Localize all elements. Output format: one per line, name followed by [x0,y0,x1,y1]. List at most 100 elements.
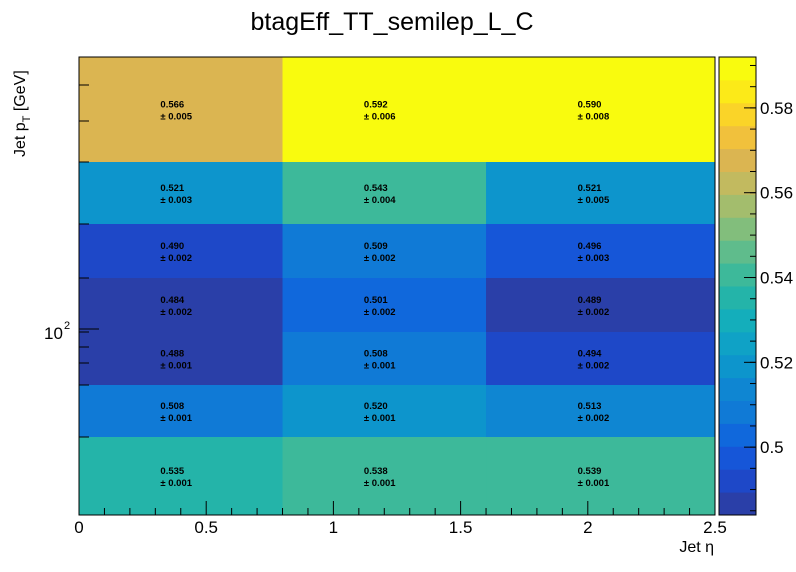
colorbar-swatch [719,57,756,81]
colorbar-swatch [719,492,756,516]
x-tick-label: 2 [583,518,592,537]
cell-error-label: ± 0.008 [578,112,610,123]
colorbar-swatch [719,217,756,241]
x-tick-label: 2.5 [703,518,727,537]
x-tick-label: 1.5 [449,518,473,537]
cell-error-label: ± 0.002 [578,413,610,424]
cell-value-label: 0.521 [160,183,184,194]
cell-value-label: 0.566 [160,100,184,111]
y-axis-label: Jet pT [GeV] [12,70,33,157]
cell-error-label: ± 0.001 [160,478,192,489]
heatmap-cell [486,278,716,333]
cell-error-label: ± 0.001 [364,413,396,424]
colorbar-swatch [719,194,756,218]
colorbar-swatch [719,263,756,287]
cell-error-label: ± 0.003 [578,253,610,264]
cell-error-label: ± 0.005 [160,112,192,123]
plot-frame [78,56,716,516]
cell-value-label: 0.501 [364,295,388,306]
cell-error-label: ± 0.002 [578,361,610,372]
heatmap-cell [79,385,284,438]
colorbar-tick-label: 0.56 [760,184,793,203]
heatmap-cell [79,162,284,225]
cell-value-label: 0.520 [364,401,388,412]
colorbar-ticks: 0.5 0.52 0.54 0.56 0.58 [744,64,793,512]
heatmap-cells [79,57,716,516]
cell-value-label: 0.488 [160,349,184,360]
cell-error-label: ± 0.003 [160,195,192,206]
cell-value-label: 0.513 [578,401,602,412]
cell-error-label: ± 0.001 [364,361,396,372]
cell-error-label: ± 0.005 [578,195,610,206]
y-tick-label-base: 10 [44,324,63,343]
heatmap-cell [486,385,716,438]
svg-text:Jet pT [GeV]: Jet pT [GeV] [12,70,33,157]
chart-title: btagEff_TT_semilep_L_C [250,8,533,36]
heatmap-cell [282,162,487,225]
y-tick-label-exponent: 2 [64,320,70,332]
cell-value-label: 0.489 [578,295,602,306]
cell-value-label: 0.592 [364,100,388,111]
cell-value-label: 0.509 [364,241,388,252]
colorbar-swatch [719,240,756,264]
colorbar-swatch [719,125,756,150]
cell-error-label: ± 0.001 [160,413,192,424]
colorbar-swatch [719,354,756,379]
colorbar-swatch [719,148,756,172]
colorbar-swatch [719,171,756,195]
x-tick-label: 1 [329,518,338,537]
heatmap-cell [282,385,487,438]
colorbar-swatch [719,446,756,470]
heatmap-cell [282,437,487,516]
cell-value-label: 0.508 [160,401,184,412]
x-tick-label: 0.5 [194,518,218,537]
colorbar-swatch [719,469,756,493]
cell-error-label: ± 0.001 [578,478,610,489]
cell-value-label: 0.538 [364,466,388,477]
heatmap-cell [79,332,284,386]
y-axis-ticks [79,56,99,438]
cell-value-label: 0.490 [160,241,184,252]
colorbar-tick-label: 0.5 [760,438,784,457]
heatmap-cell [79,278,284,333]
cell-value-label: 0.494 [578,349,602,360]
cell-value-label: 0.590 [578,100,602,111]
heatmap-cell [282,224,487,279]
cell-error-label: ± 0.002 [578,307,610,318]
cell-value-label: 0.521 [578,183,602,194]
cell-error-label: ± 0.001 [160,361,192,372]
cell-value-label: 0.543 [364,183,388,194]
cell-error-label: ± 0.004 [364,195,396,206]
x-tick-label: 0 [74,518,83,537]
cell-error-label: ± 0.002 [364,307,396,318]
cell-value-label: 0.535 [160,466,184,477]
y-axis-label-subscript: T [21,115,33,122]
colorbar-swatch [719,400,756,424]
y-axis-label-main: Jet p [12,122,29,157]
cell-value-label: 0.496 [578,241,602,252]
heatmap-cell [486,332,716,386]
heatmap-cell [79,437,284,516]
heatmap-cell [282,278,487,333]
colorbar-tick-label: 0.58 [760,99,793,118]
colorbar-swatch [719,308,756,333]
cell-value-label: 0.508 [364,349,388,360]
cell-error-label: ± 0.002 [160,253,192,264]
cell-value-label: 0.484 [160,295,184,306]
heatmap-cell [486,224,716,279]
x-axis-label: Jet η [679,539,714,556]
color-scale-bar [719,57,756,516]
cell-error-label: ± 0.001 [364,478,396,489]
colorbar-swatch [719,102,756,127]
heatmap-cell [486,162,716,225]
heatmap-cell [486,57,716,163]
heatmap-cell [79,224,284,279]
heatmap-cell [79,57,284,163]
colorbar-swatch [719,423,756,447]
heatmap-cell [282,332,487,386]
colorbar-swatch [719,331,756,356]
cell-error-label: ± 0.002 [160,307,192,318]
heatmap-cell [282,57,487,163]
